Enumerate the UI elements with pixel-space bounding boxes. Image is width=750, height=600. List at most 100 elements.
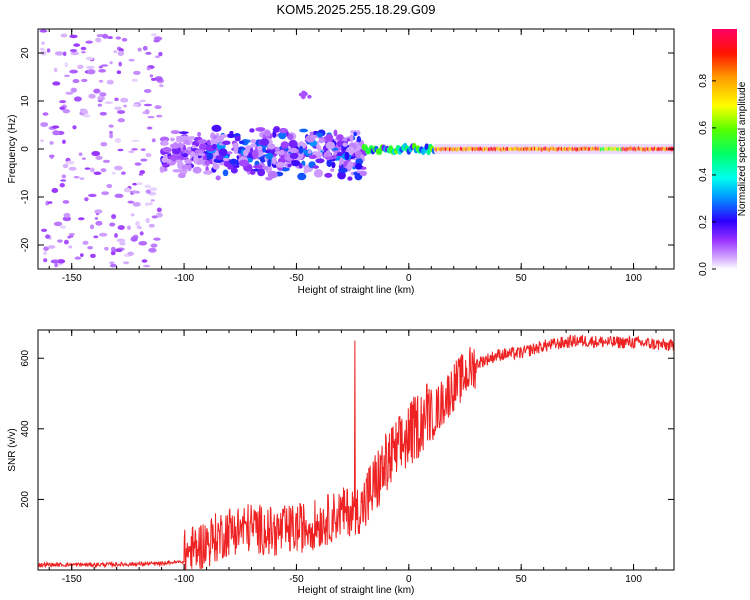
spectrogram-y-tick-label: 0 [20,146,31,152]
spectrogram-cell [187,146,192,151]
spectrogram-cell [114,193,124,199]
spectrogram-cell [134,162,142,166]
spectrogram-cell [64,74,70,78]
spectrogram-cell [94,217,99,220]
spectrogram-cell [69,234,74,238]
spectrogram-cell [95,220,103,226]
spectrogram-cell [115,36,122,40]
spectrogram-cell [199,142,208,152]
spectrogram-cell [68,166,77,171]
spectrogram-cell [154,105,162,110]
spectrogram-cell [132,182,138,186]
spectrogram-cell [162,163,170,167]
spectrogram-cell [86,65,95,69]
spectrogram-cell [238,140,245,145]
spectrogram-cell [60,225,67,229]
spectrogram-cell [336,134,344,141]
spectrogram-cell [257,145,263,151]
spectrogram-cell [150,77,157,81]
spectrogram-cell [138,240,148,246]
spectrogram-cell [81,51,86,54]
spectrogram-cell [325,133,334,143]
spectrogram-cell [278,127,288,134]
spectrogram-cell [132,202,141,207]
spectrogram-cell [162,147,173,153]
spectrogram-cell [127,200,135,204]
spectrogram-cell [89,167,95,173]
spectrogram-cell [287,163,292,168]
spectrogram-cell [145,218,150,224]
spectrogram-cell [143,103,153,107]
spectrogram-cell [116,110,126,114]
spectrogram-cell [114,138,122,143]
spectrogram-cell [109,222,116,227]
spectrogram-cell [60,33,68,38]
spectrogram-cell [156,212,163,218]
spectrogram-cell [62,51,67,57]
spectrogram-cell [82,240,89,245]
spectrogram-cell [49,154,54,159]
spectrogram-cell [40,228,48,232]
spectrogram-cell [307,150,312,154]
spectrogram-cell [109,133,113,139]
spectrogram-cell [136,182,143,186]
spectrogram-cell [139,170,146,175]
spectrogram-cell [153,237,161,241]
spectrogram-cell [297,172,307,181]
spectrogram-cell [145,51,152,55]
spectrogram-cell [148,247,157,253]
spectrogram-cell [121,37,128,42]
spectrogram-cell [100,64,109,67]
spectrogram-cell [137,47,142,52]
spectrogram-cell [131,236,135,241]
spectrogram-cell [197,131,202,137]
spectrogram-cell [117,50,125,57]
spectrogram-cell [310,134,318,139]
spectrogram-cell [70,51,80,56]
spectrogram-cell [98,65,103,69]
spectrogram-cell [156,207,162,213]
spectrogram-cell [278,131,287,140]
spectrogram-cell [86,69,96,75]
spectrogram-cell [145,189,152,194]
spectrogram-cell [255,127,266,132]
spectrogram-cell [127,251,134,256]
snr-panel: -150 -100 -50 0 50 100 200 400 600 Height of str… [7,329,675,596]
spectrogram-cell [42,112,49,116]
spectrogram-cell [117,118,125,123]
spectrogram-cell [271,156,277,165]
spectrogram-cell [109,61,113,65]
snr-x-tick-label: -150 [62,574,82,585]
spectrogram-cell [131,78,138,82]
spectrogram-cell [69,48,78,53]
spectrogram-cell [100,168,107,173]
spectrogram-cell [42,251,48,255]
spectrogram-cell [65,91,74,95]
snr-y-tick-label: 400 [20,420,31,437]
spectrogram-cell [325,141,335,150]
spectrogram-cell [330,168,335,172]
colorbar-gradient [712,29,737,269]
spectrogram-cell [64,62,69,68]
spectrogram-cell [74,256,82,260]
spectrogram-cell [298,163,303,169]
spectrogram-cell [156,78,163,82]
spectrogram-cell [132,103,139,107]
spectrogram-cell [65,160,75,165]
spectrogram-cell [206,152,214,160]
spectrogram-x-tick-label: -100 [174,273,194,284]
spectrogram-cells [39,29,674,268]
spectrogram-cell [119,241,126,246]
spectrogram-cell [226,133,236,139]
spectrogram-cell [88,193,97,198]
spectrogram-cell [117,148,124,152]
spectrogram-cell [97,96,106,101]
spectrogram-cell [144,184,152,189]
spectrogram-cell [54,51,64,56]
spectrogram-cell [40,139,44,143]
spectrogram-cell [212,163,220,170]
spectrogram-cell [110,250,116,256]
spectrogram-cell [45,234,51,239]
spectrogram-cell [117,225,125,230]
